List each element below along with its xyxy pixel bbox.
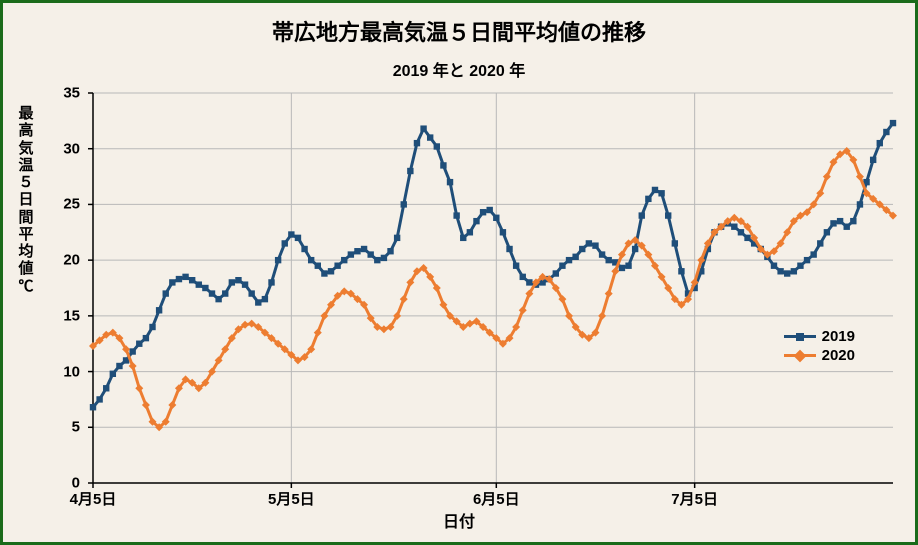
chart-title: 帯広地方最高気温５日間平均値の推移 xyxy=(3,3,915,47)
x-tick-label: 5月5日 xyxy=(268,488,315,509)
diamond-marker-icon xyxy=(793,349,806,362)
x-tick-label: 4月5日 xyxy=(70,488,117,509)
chart-subtitle: 2019 年と 2020 年 xyxy=(3,47,915,81)
x-tick-label: 7月5日 xyxy=(671,488,718,509)
y-tick-label: 5 xyxy=(72,419,80,436)
legend-item: 2019 xyxy=(784,328,855,345)
y-tick-label: 10 xyxy=(63,363,80,380)
legend: 2019 2020 xyxy=(784,328,855,366)
chart-plot xyxy=(93,93,893,483)
legend-label: 2019 xyxy=(822,328,855,345)
square-marker-icon xyxy=(796,333,804,341)
legend-item: 2020 xyxy=(784,347,855,364)
y-tick-label: 25 xyxy=(63,196,80,213)
x-tick-label: 6月5日 xyxy=(473,488,520,509)
y-tick-label: 15 xyxy=(63,307,80,324)
y-tick-label: 35 xyxy=(63,85,80,102)
y-tick-label: 30 xyxy=(63,140,80,157)
legend-label: 2020 xyxy=(822,347,855,364)
y-axis-label: 最高気温５日間平均値 ℃ xyxy=(17,105,35,295)
y-tick-label: 20 xyxy=(63,252,80,269)
chart-container: 帯広地方最高気温５日間平均値の推移 2019 年と 2020 年 最高気温５日間… xyxy=(0,0,918,545)
x-axis-label: 日付 xyxy=(3,508,915,532)
